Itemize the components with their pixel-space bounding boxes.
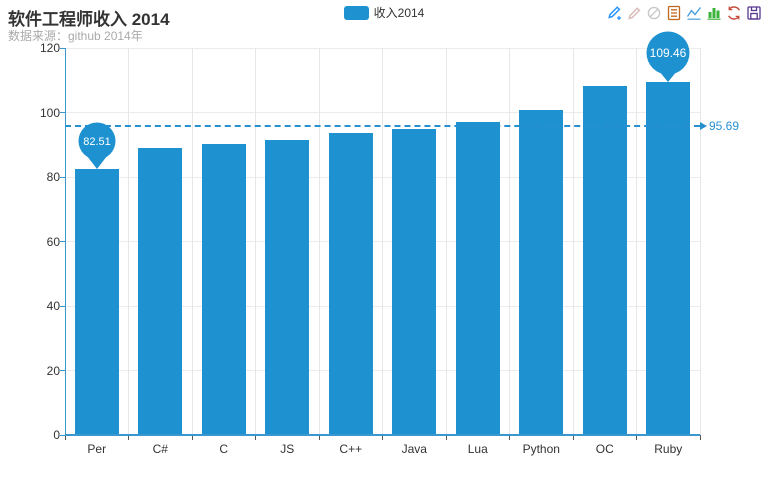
x-axis-label-Ruby: Ruby bbox=[654, 442, 683, 456]
legend-label: 收入2014 bbox=[373, 6, 425, 20]
min-value-marker[interactable]: 82.51 bbox=[76, 121, 118, 169]
legend-swatch bbox=[343, 5, 369, 20]
y-axis-tick-label: 20 bbox=[46, 363, 60, 378]
y-axis-tick-label: 80 bbox=[46, 170, 60, 184]
bar-Python[interactable] bbox=[519, 110, 564, 434]
gridline-vertical bbox=[255, 48, 256, 435]
restore-icon[interactable] bbox=[725, 4, 742, 21]
bar-C#[interactable] bbox=[138, 147, 183, 434]
y-axis-line bbox=[65, 48, 66, 435]
gridline-vertical bbox=[191, 48, 193, 435]
average-line-label: 95.69 bbox=[709, 119, 740, 134]
save-image-icon[interactable] bbox=[745, 4, 762, 21]
bar-Per[interactable] bbox=[74, 168, 119, 434]
x-axis-tick bbox=[509, 435, 510, 440]
data-view-icon[interactable] bbox=[665, 4, 682, 21]
x-axis-label-OC: OC bbox=[595, 442, 614, 456]
x-axis-label-C++: C++ bbox=[339, 442, 363, 456]
line-chart-type-icon[interactable] bbox=[685, 4, 702, 21]
chart-subtitle: 数据来源：github 2014年 bbox=[8, 29, 143, 43]
y-axis-tick-label: 60 bbox=[46, 234, 60, 249]
x-axis-tick bbox=[445, 435, 447, 440]
y-axis-tick-label: 120 bbox=[39, 41, 60, 55]
x-axis-tick bbox=[572, 435, 574, 440]
y-axis-tick-label: 0 bbox=[53, 428, 60, 442]
bar-chart-type-icon[interactable] bbox=[705, 4, 722, 21]
x-axis-label-C#: C# bbox=[152, 442, 168, 456]
bar-OC[interactable] bbox=[582, 85, 627, 434]
legend-item-income2014[interactable]: 收入2014 bbox=[343, 4, 425, 21]
legend: 收入2014 bbox=[0, 4, 768, 21]
y-axis-tick bbox=[60, 112, 65, 113]
x-axis-tick bbox=[64, 435, 66, 440]
gridline-vertical bbox=[699, 48, 701, 435]
y-axis-tick bbox=[60, 47, 65, 49]
average-line-arrow bbox=[700, 122, 707, 131]
y-axis-tick bbox=[60, 241, 65, 242]
y-axis-tick bbox=[60, 370, 65, 371]
x-axis-line bbox=[65, 434, 700, 436]
y-axis-tick bbox=[60, 176, 65, 178]
y-axis-tick bbox=[60, 434, 65, 436]
bar-Java[interactable] bbox=[392, 128, 437, 434]
bar-JS[interactable] bbox=[265, 140, 310, 434]
y-axis-tick-label: 40 bbox=[46, 299, 60, 313]
bar-Ruby[interactable] bbox=[646, 81, 691, 434]
max-value-marker[interactable]: 109.46 bbox=[644, 30, 692, 82]
gridline-vertical bbox=[445, 48, 447, 435]
x-axis-tick bbox=[191, 435, 193, 440]
gridline-vertical bbox=[509, 48, 510, 435]
x-axis-tick bbox=[318, 435, 320, 440]
svg-text:82.51: 82.51 bbox=[83, 136, 111, 148]
y-axis-tick bbox=[60, 305, 65, 307]
x-axis-label-Python: Python bbox=[522, 442, 560, 456]
gridline-vertical bbox=[572, 48, 574, 435]
x-axis-tick bbox=[699, 435, 701, 440]
x-axis-tick bbox=[128, 435, 129, 440]
x-axis-tick bbox=[382, 435, 383, 440]
x-axis-label-Java: Java bbox=[401, 442, 427, 456]
x-axis-label-Lua: Lua bbox=[467, 442, 488, 456]
svg-text:109.46: 109.46 bbox=[650, 46, 687, 60]
x-axis-tick bbox=[255, 435, 256, 440]
gridline-vertical bbox=[382, 48, 383, 435]
mark-line-icon[interactable] bbox=[605, 4, 622, 21]
gridline-vertical bbox=[128, 48, 129, 435]
average-line bbox=[65, 125, 700, 128]
x-axis-label-Per: Per bbox=[87, 442, 107, 456]
x-axis-label-JS: JS bbox=[280, 442, 295, 456]
bar-C++[interactable] bbox=[328, 133, 373, 434]
y-axis-tick-label: 100 bbox=[39, 105, 60, 120]
mark-line-delete-icon[interactable] bbox=[625, 4, 642, 21]
gridline-vertical bbox=[318, 48, 320, 435]
bar-C[interactable] bbox=[201, 144, 246, 434]
toolbox bbox=[605, 4, 762, 21]
gridline-vertical bbox=[636, 48, 637, 435]
mark-line-clear-icon[interactable] bbox=[645, 4, 662, 21]
x-axis-tick bbox=[636, 435, 637, 440]
x-axis-label-C: C bbox=[219, 442, 229, 456]
bar-Lua[interactable] bbox=[455, 122, 500, 434]
page-title: 软件工程师收入 2014 bbox=[8, 10, 170, 29]
